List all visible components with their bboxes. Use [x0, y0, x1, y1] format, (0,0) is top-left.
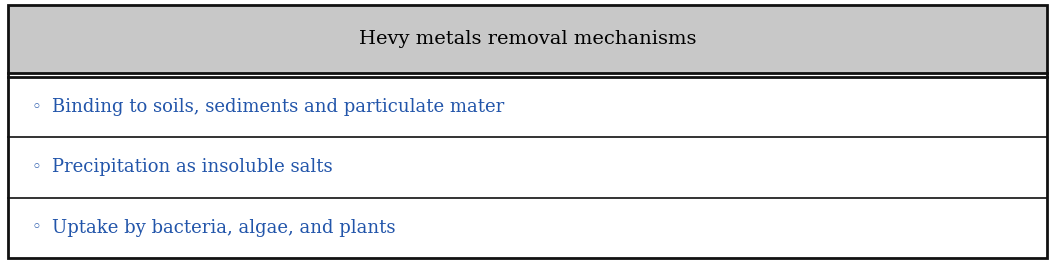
Text: Uptake by bacteria, algae, and plants: Uptake by bacteria, algae, and plants	[52, 219, 396, 237]
Text: Hevy metals removal mechanisms: Hevy metals removal mechanisms	[359, 30, 696, 48]
Text: ◦: ◦	[32, 99, 41, 116]
Text: Binding to soils, sediments and particulate mater: Binding to soils, sediments and particul…	[52, 98, 504, 116]
Text: ◦: ◦	[32, 159, 41, 176]
Text: Precipitation as insoluble salts: Precipitation as insoluble salts	[52, 159, 332, 176]
Bar	[8, 5, 1047, 73]
Text: ◦: ◦	[32, 219, 41, 236]
